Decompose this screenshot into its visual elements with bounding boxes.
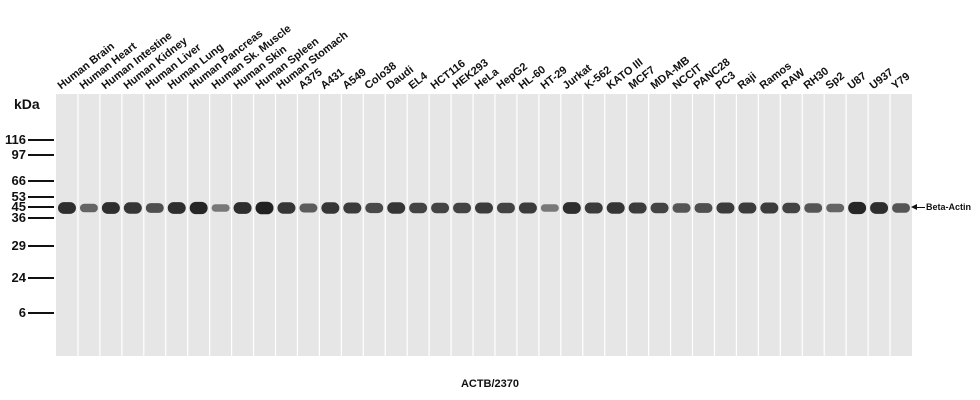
band-rh30: [804, 203, 823, 213]
band-panc28: [694, 203, 713, 213]
marker-tick: [28, 139, 54, 141]
band-u87: [848, 201, 867, 215]
band-human-kidney: [123, 202, 142, 214]
band-kato-iii: [606, 202, 625, 214]
band-pc3: [716, 202, 735, 214]
membrane-background: [56, 94, 912, 356]
band-pointer-line: [913, 207, 925, 208]
band-y79: [892, 203, 911, 213]
band-u937: [870, 202, 889, 214]
kda-axis-title: kDa: [14, 96, 40, 112]
band-human-stomach: [277, 202, 296, 214]
band-mcf7: [628, 202, 647, 214]
band-nccit: [672, 203, 691, 213]
marker-label: 24: [11, 270, 26, 285]
band-hl-60: [518, 202, 537, 214]
marker-tick: [28, 277, 54, 279]
band-human-brain: [57, 202, 76, 214]
marker-label: 53: [11, 189, 26, 204]
marker-tick: [28, 245, 54, 247]
band-el4: [409, 202, 428, 214]
band-human-skin: [233, 202, 252, 214]
band-colo38: [365, 202, 384, 214]
band-human-liver: [145, 203, 164, 213]
band-raw: [782, 202, 801, 214]
marker-tick: [28, 180, 54, 182]
marker-label: 6: [18, 305, 26, 320]
marker-tick: [28, 196, 54, 198]
band-raji: [738, 202, 757, 214]
band-hela: [475, 202, 493, 214]
band-jurkat: [562, 202, 581, 214]
marker-label: 66: [11, 173, 26, 188]
band-hepg2: [496, 202, 515, 214]
band-a375: [299, 203, 318, 213]
marker-label: 116: [5, 132, 26, 147]
marker-label: 97: [11, 147, 26, 162]
band-label: Beta-Actin: [926, 202, 972, 212]
marker-label: 36: [11, 210, 26, 225]
band-ht-29: [540, 204, 559, 212]
band-human-pancreas: [189, 201, 208, 215]
antibody-label: ACTB/2370: [460, 378, 520, 390]
marker-tick: [28, 206, 54, 208]
band-a549: [343, 202, 362, 214]
band-sp2: [826, 203, 845, 213]
band-human-spleen: [255, 201, 274, 215]
band-mda-mb: [650, 202, 669, 214]
band-ramos: [760, 202, 779, 214]
marker-label: 29: [11, 238, 26, 253]
band-human-heart: [79, 203, 98, 213]
marker-tick: [28, 217, 54, 219]
band-hek293: [453, 202, 472, 214]
band-hct116: [431, 202, 450, 214]
band-human-lung: [167, 202, 186, 214]
marker-label: 45: [11, 199, 26, 214]
band-daudi: [387, 202, 406, 214]
marker-tick: [28, 312, 54, 314]
band-k-562: [584, 202, 603, 214]
band-human-intestine: [101, 202, 120, 214]
marker-tick: [28, 154, 54, 156]
band-human-sk-muscle: [211, 204, 230, 212]
band-a431: [321, 202, 340, 214]
